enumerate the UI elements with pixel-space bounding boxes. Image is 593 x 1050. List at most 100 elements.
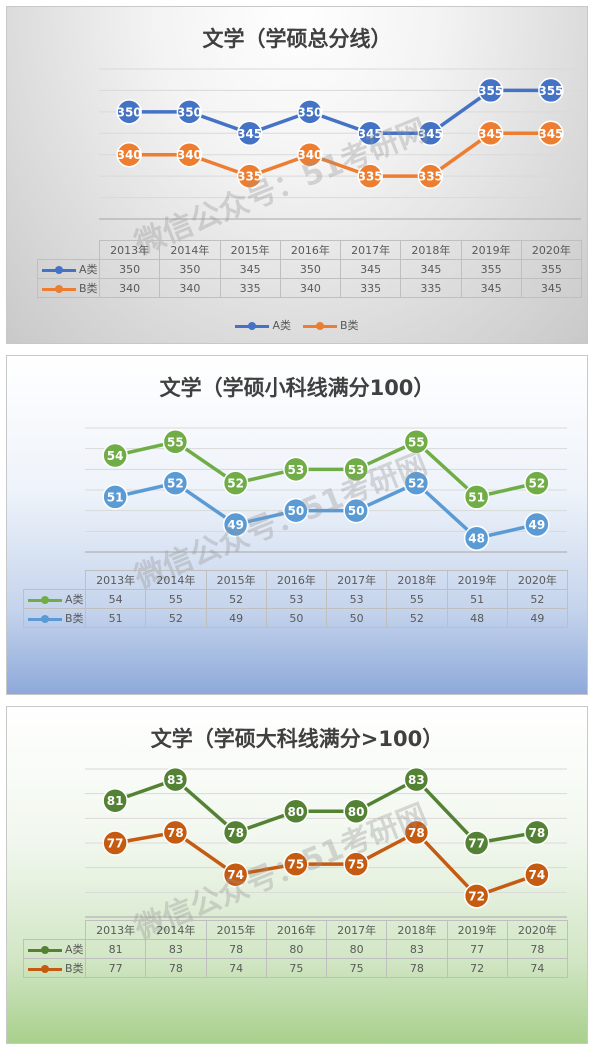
category-label: 2019年 xyxy=(446,920,508,940)
table-cell: 53 xyxy=(325,589,388,609)
category-label: 2015年 xyxy=(205,570,267,590)
table-row: A类 350 350 345 350 345 345 355 355 xyxy=(37,259,583,279)
data-label: 345 xyxy=(237,127,262,141)
data-point xyxy=(524,861,550,888)
data-label: 350 xyxy=(297,105,322,119)
data-label: 78 xyxy=(167,826,184,840)
legend-item: B类 xyxy=(302,317,359,333)
data-label: 75 xyxy=(348,858,365,872)
table-cell: 52 xyxy=(145,608,207,628)
series-legend-key: B类 xyxy=(23,608,86,628)
category-label: 2020年 xyxy=(506,920,569,940)
data-label: 52 xyxy=(227,477,244,491)
series-legend-key: B类 xyxy=(23,958,86,978)
data-label: 50 xyxy=(348,504,365,518)
chart-title: 文学（学硕总分线） xyxy=(202,27,392,51)
series-name: B类 xyxy=(65,612,84,625)
series-legend-key: B类 xyxy=(37,278,100,298)
data-label: 77 xyxy=(468,837,485,851)
data-label: 54 xyxy=(107,449,124,463)
table-cell: 345 xyxy=(520,278,583,298)
data-point xyxy=(417,163,444,189)
category-label: 2020年 xyxy=(520,240,583,260)
data-point xyxy=(102,442,128,469)
table-cell: 345 xyxy=(460,278,522,298)
data-label: 49 xyxy=(227,518,244,532)
category-label: 2013年 xyxy=(84,570,147,590)
table-cell: 335 xyxy=(339,278,402,298)
data-label: 345 xyxy=(538,127,563,141)
table-cell: 55 xyxy=(145,589,207,609)
table-cell: 345 xyxy=(339,259,402,279)
table-cell: 340 xyxy=(98,278,161,298)
data-point xyxy=(403,819,430,846)
category-label: 2016年 xyxy=(265,920,328,940)
table-cell: 49 xyxy=(506,608,569,628)
table-cell: 74 xyxy=(205,958,267,978)
data-point xyxy=(343,851,369,877)
series-legend-key: A类 xyxy=(23,939,86,959)
data-point xyxy=(297,99,323,125)
data-label: 51 xyxy=(468,490,485,504)
data-label: 83 xyxy=(167,773,184,787)
table-cell: 49 xyxy=(205,608,267,628)
data-label: 51 xyxy=(107,490,124,504)
data-point xyxy=(343,497,369,524)
table-cell: 78 xyxy=(205,939,267,959)
table-row: B类 77 78 74 75 75 78 72 74 xyxy=(23,958,569,978)
data-label: 78 xyxy=(529,826,546,840)
data-point xyxy=(162,470,189,496)
data-point xyxy=(524,819,550,846)
data-label: 350 xyxy=(177,105,202,119)
data-point xyxy=(463,883,490,909)
category-label: 2014年 xyxy=(159,240,221,260)
table-cell: 77 xyxy=(84,958,147,978)
table-cell: 50 xyxy=(265,608,328,628)
table-row: A类 81 83 78 80 80 83 77 78 xyxy=(23,939,569,959)
data-point xyxy=(283,456,309,483)
data-table: 2013年 2014年 2015年 2016年 2017年 2018年 2019年 2020年… xyxy=(23,920,569,978)
series-legend-key: A类 xyxy=(23,589,86,609)
category-label: 2019年 xyxy=(446,570,508,590)
data-point xyxy=(403,429,430,455)
table-row: B类 51 52 49 50 50 52 48 49 xyxy=(23,608,569,628)
table-cell: 350 xyxy=(279,259,342,279)
category-label: 2015年 xyxy=(205,920,267,940)
data-label: 335 xyxy=(358,170,383,184)
data-label: 53 xyxy=(288,463,305,477)
category-label: 2017年 xyxy=(339,240,402,260)
table-cell: 75 xyxy=(325,958,388,978)
data-point xyxy=(176,99,203,125)
data-point xyxy=(357,163,383,189)
series-legend-key: A类 xyxy=(37,259,100,279)
data-point xyxy=(116,99,142,125)
data-table: 2013年 2014年 2015年 2016年 2017年 2018年 2019年 2020年… xyxy=(37,240,583,298)
data-label: 74 xyxy=(529,868,546,882)
category-label: 2020年 xyxy=(506,570,569,590)
table-cell: 340 xyxy=(159,278,221,298)
data-label: 80 xyxy=(348,805,365,819)
category-label: 2018年 xyxy=(400,240,462,260)
data-label: 55 xyxy=(408,435,425,449)
data-point xyxy=(222,819,249,846)
data-point xyxy=(162,819,189,846)
series-name: B类 xyxy=(65,962,84,975)
line-chart-plot: 350 350 345 350 345 345 355 355 340 340 335 340 335 3… xyxy=(99,68,581,220)
category-label: 2018年 xyxy=(386,920,448,940)
data-label: 80 xyxy=(288,805,305,819)
table-cell: 50 xyxy=(325,608,388,628)
data-point xyxy=(162,429,189,455)
table-cell: 335 xyxy=(400,278,462,298)
category-label: 2016年 xyxy=(265,570,328,590)
data-point xyxy=(222,511,249,538)
table-cell: 72 xyxy=(446,958,508,978)
table-row: B类 340 340 335 340 335 335 345 345 xyxy=(37,278,583,298)
data-table: 2013年 2014年 2015年 2016年 2017年 2018年 2019年 2020年… xyxy=(23,570,569,628)
data-label: 335 xyxy=(237,170,262,184)
data-label: 48 xyxy=(468,532,485,546)
data-point xyxy=(343,456,369,483)
data-point xyxy=(403,766,430,793)
category-label: 2016年 xyxy=(279,240,342,260)
table-cell: 350 xyxy=(159,259,221,279)
series-line-a xyxy=(114,777,538,845)
